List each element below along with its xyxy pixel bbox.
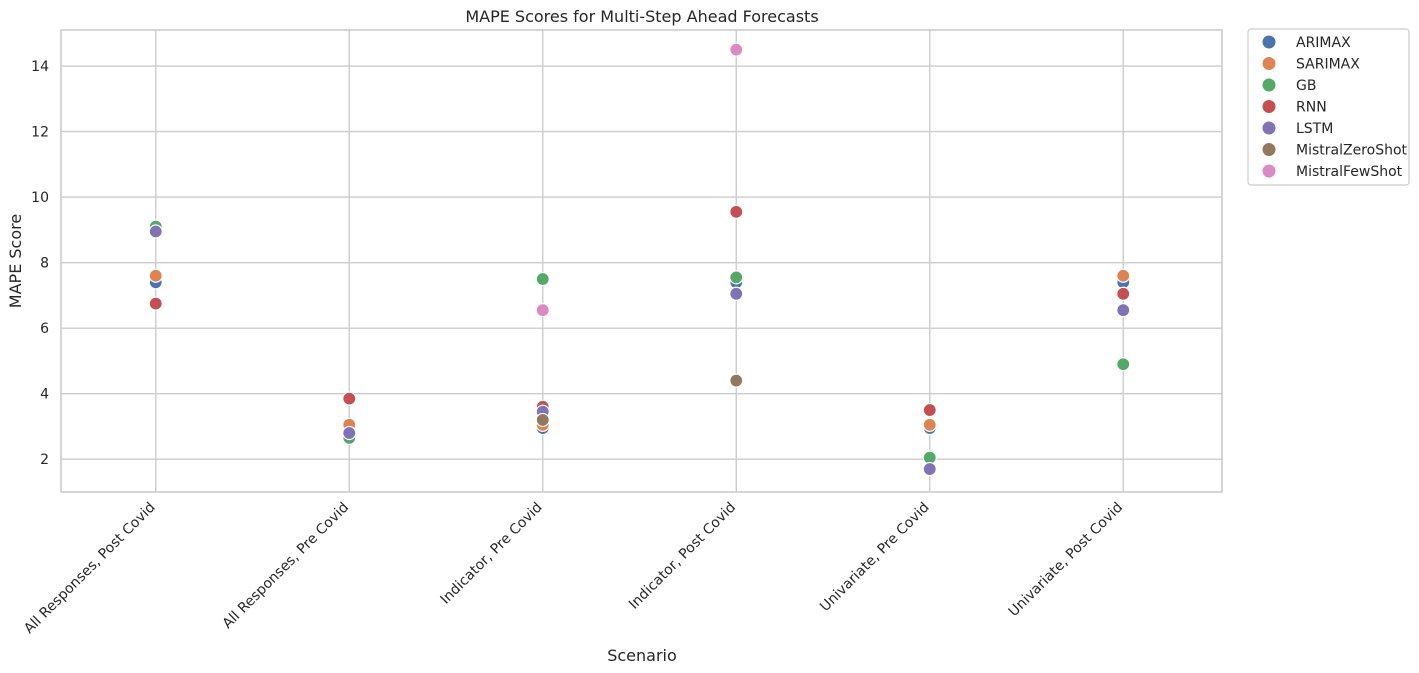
legend-marker-lstm [1262,121,1276,135]
point-mistralfewshot [535,303,550,318]
point-mistralzeroshot [535,412,550,428]
legend-box [1247,28,1410,186]
y-tick-label: 14 [31,59,49,75]
point-lstm [1116,303,1131,318]
legend-marker-gb [1262,78,1276,92]
data-points [148,42,1131,477]
x-axis-label: Scenario [607,646,677,665]
x-axis-ticks: All Responses, Post Covid All Responses, … [21,500,1126,637]
point-rnn [148,296,163,311]
x-tick-label: Indicator, Post Covid [626,500,739,613]
legend-marker-sarimax [1262,57,1276,70]
point-rnn [729,204,744,219]
point-lstm [922,461,937,477]
x-tick-label: Indicator, Pre Covid [437,500,545,608]
legend-marker-rnn [1262,100,1276,113]
point-gb [729,270,744,285]
legend-label-mistralzeroshot: MistralZeroShot [1296,143,1408,159]
y-axis-label: MAPE Score [6,214,25,308]
plot-area [60,29,1223,493]
legend-label-rnn: RNN [1296,100,1327,116]
legend-label-sarimax: SARIMAX [1296,57,1360,73]
point-sarimax [922,417,937,432]
point-sarimax [148,268,163,283]
point-lstm [148,224,163,239]
x-tick-label: All Responses, Pre Covid [220,500,352,632]
point-rnn [922,402,937,418]
x-tick-label: Univariate, Post Covid [1006,500,1126,620]
point-mistralzeroshot [729,373,744,388]
point-lstm [729,286,744,301]
point-lstm [342,425,357,441]
legend-label-arimax: ARIMAX [1296,35,1351,51]
point-gb [535,271,550,287]
y-tick-label: 10 [31,190,49,206]
point-rnn [1116,286,1131,301]
grid-lines [61,30,1222,492]
y-tick-label: 6 [40,321,49,337]
legend-label-lstm: LSTM [1296,121,1333,137]
legend-label-mistralfewshot: MistralFewShot [1296,164,1403,180]
legend-label-gb: GB [1296,78,1316,94]
y-tick-label: 8 [40,256,49,272]
legend-marker-arimax [1262,35,1276,49]
point-mistralfewshot [729,42,744,57]
point-gb [1116,357,1131,372]
y-tick-label: 4 [40,387,49,403]
x-tick-label: All Responses, Post Covid [21,500,158,637]
legend-marker-mistralzeroshot [1262,143,1276,156]
y-tick-label: 12 [31,125,49,141]
legend-marker-mistralfewshot [1262,164,1276,178]
y-tick-label: 2 [40,452,49,468]
legend: ARIMAX SARIMAX GB RNN LSTM MistralZeroShot Mis… [1247,28,1410,186]
point-sarimax [1116,268,1131,283]
point-rnn [342,391,357,406]
y-axis-ticks: 2 4 6 8 10 12 14 [31,59,49,468]
x-tick-label: Univariate, Pre Covid [817,500,932,615]
chart-title: MAPE Scores for Multi-Step Ahead Forecas… [465,7,818,26]
